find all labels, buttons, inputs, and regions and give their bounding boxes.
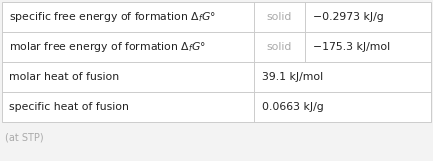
Text: solid: solid — [267, 12, 292, 22]
Text: molar heat of fusion: molar heat of fusion — [9, 72, 119, 82]
Text: molar free energy of formation $\Delta_f G°$: molar free energy of formation $\Delta_f… — [9, 40, 206, 54]
Text: specific heat of fusion: specific heat of fusion — [9, 102, 129, 112]
Text: specific free energy of formation $\Delta_f G°$: specific free energy of formation $\Delt… — [9, 10, 216, 24]
Text: 0.0663 kJ/g: 0.0663 kJ/g — [262, 102, 324, 112]
Text: (at STP): (at STP) — [5, 132, 44, 142]
Text: solid: solid — [267, 42, 292, 52]
Text: −0.2973 kJ/g: −0.2973 kJ/g — [313, 12, 384, 22]
Bar — [2, 2, 431, 122]
Text: 39.1 kJ/mol: 39.1 kJ/mol — [262, 72, 323, 82]
Text: −175.3 kJ/mol: −175.3 kJ/mol — [313, 42, 390, 52]
